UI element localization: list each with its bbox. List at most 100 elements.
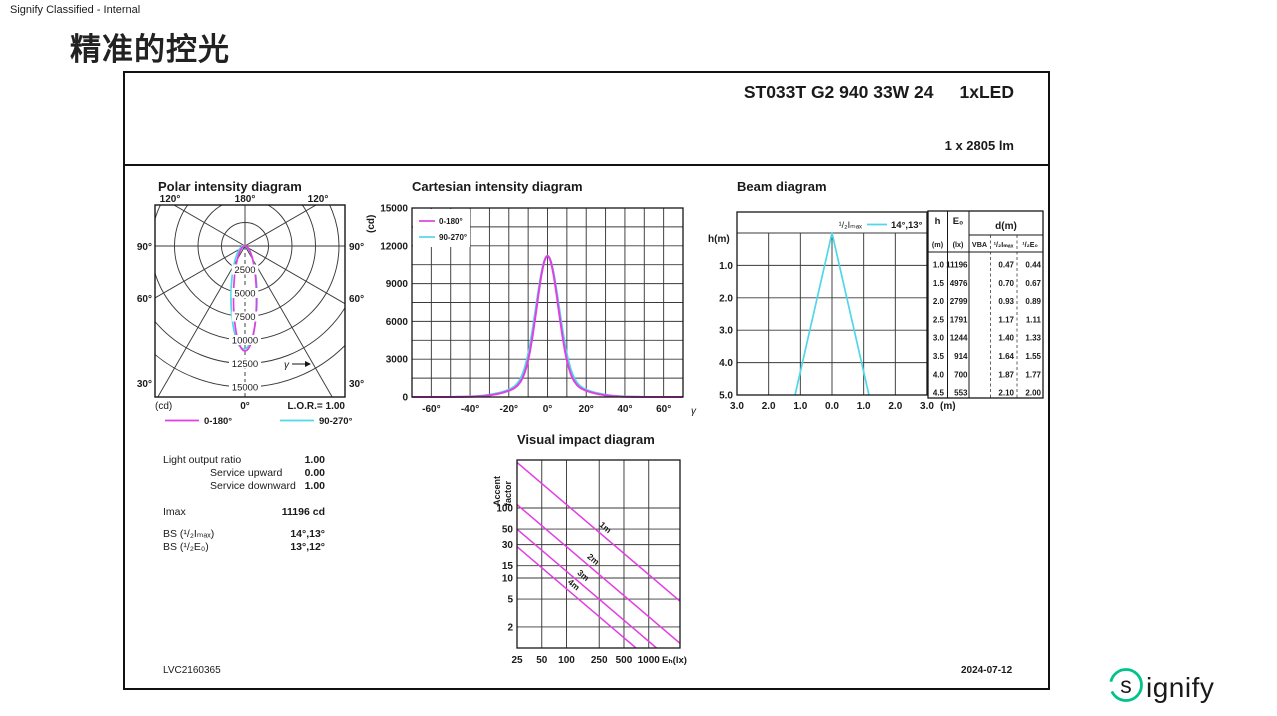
svg-text:5000: 5000 [234, 289, 255, 300]
svg-text:100: 100 [496, 504, 513, 515]
svg-text:(cd): (cd) [155, 401, 172, 412]
svg-text:50: 50 [536, 655, 548, 666]
svg-text:(lx): (lx) [953, 240, 964, 249]
light-output-ratio-value: 1.00 [304, 454, 325, 466]
beam-table: h E₀ d(m) (m) (lx) VBA ¹/₂Iₘₐₓ ¹/₂E₀ 1.0 11196 0.4… [927, 210, 1044, 399]
bs-imax-value: 14°,13° [290, 528, 325, 540]
svg-text:¹/₂Iₘₐₓ: ¹/₂Iₘₐₓ [994, 240, 1014, 249]
page-title: 精准的控光 [70, 32, 230, 67]
svg-text:(m): (m) [932, 240, 944, 249]
accent-line-3m [516, 528, 658, 649]
svg-text:30°: 30° [137, 379, 152, 390]
svg-text:0.47: 0.47 [998, 261, 1014, 270]
service-upward-label: Service upward [210, 467, 283, 479]
light-output-ratio-row: Light output ratio 1.00 [163, 454, 325, 466]
svg-text:1.0: 1.0 [719, 261, 733, 272]
bs-e0-value: 13°,12° [290, 541, 325, 553]
service-upward-value: 0.00 [304, 467, 325, 479]
header-separator [125, 164, 1048, 166]
svg-text:Accent: Accent [492, 476, 502, 506]
svg-text:2.00: 2.00 [1025, 389, 1041, 398]
beam-grid [737, 232, 927, 395]
svg-text:500: 500 [616, 655, 633, 666]
svg-text:100: 100 [558, 655, 575, 666]
bs-imax-row: BS (¹/₂Iₘₐₓ) 14°,13° [163, 528, 325, 540]
service-downward-row: Service downward 1.00 [163, 480, 325, 492]
svg-text:90°: 90° [137, 242, 152, 253]
visual-impact-chart: Visual impact diagram 1m 2m 3m 4m 100 50 30 15 1… [440, 432, 740, 677]
product-title: ST033T G2 940 33W 24 1xLED [744, 82, 1014, 103]
svg-text:factor: factor [503, 480, 513, 506]
polar-chart-title: Polar intensity diagram [158, 179, 302, 194]
photometric-summary: Light output ratio 1.00 Service upward 0… [163, 450, 325, 560]
svg-text:90°: 90° [349, 242, 364, 253]
svg-text:30: 30 [502, 540, 514, 551]
svg-text:0°: 0° [240, 401, 250, 412]
photometric-sheet: ST033T G2 940 33W 24 1xLED 1 x 2805 lm Po… [123, 71, 1050, 690]
polar-intensity-chart: Polar intensity diagram 2500 5000 7500 1000… [128, 175, 373, 433]
svg-text:3.0: 3.0 [933, 334, 945, 343]
svg-text:2.0: 2.0 [762, 401, 776, 412]
svg-text:3.0: 3.0 [719, 326, 733, 337]
polar-grid [155, 205, 345, 397]
svg-text:1791: 1791 [950, 315, 968, 324]
bs-e0-row: BS (¹/₂E₀) 13°,12° [163, 541, 325, 553]
svg-text:3.5: 3.5 [933, 352, 945, 361]
svg-text:1.55: 1.55 [1025, 352, 1041, 361]
svg-text:4.5: 4.5 [933, 389, 945, 398]
cartesian-border [411, 207, 684, 398]
svg-text:120°: 120° [160, 194, 181, 205]
svg-text:1.11: 1.11 [1026, 315, 1042, 324]
cartesian-chart-title: Cartesian intensity diagram [412, 179, 583, 194]
svg-text:50: 50 [502, 525, 514, 536]
svg-text:30°: 30° [349, 379, 364, 390]
light-output-ratio-label: Light output ratio [163, 454, 242, 466]
svg-text:1.0: 1.0 [793, 401, 807, 412]
svg-text:0°: 0° [543, 404, 553, 415]
imax-row: Imax 11196 cd [163, 506, 325, 518]
svg-text:1.40: 1.40 [998, 334, 1014, 343]
svg-text:4.0: 4.0 [933, 370, 945, 379]
svg-text:d(m): d(m) [995, 221, 1017, 232]
visual-chart-title: Visual impact diagram [517, 432, 655, 447]
polar-diagram-svg: 2500 5000 7500 10000 12500 15000 120° 180° 120° 9… [137, 194, 364, 427]
svg-text:60°: 60° [137, 294, 152, 305]
svg-text:2500: 2500 [234, 265, 255, 276]
cartesian-legend-bg [413, 209, 470, 247]
svg-text:2.0: 2.0 [888, 401, 902, 412]
svg-text:553: 553 [954, 389, 968, 398]
svg-text:1000: 1000 [638, 655, 661, 666]
svg-text:0-180°: 0-180° [204, 416, 232, 427]
svg-text:250: 250 [591, 655, 608, 666]
svg-text:0.44: 0.44 [1025, 261, 1041, 270]
svg-text:0.89: 0.89 [1025, 297, 1041, 306]
svg-text:10: 10 [502, 574, 514, 585]
cartesian-diagram-svg: 0-180° 90-270° -60° -40° -20° 0° 20° 40° 60° γ 0 30… [366, 204, 697, 418]
svg-text:1.0: 1.0 [857, 401, 871, 412]
svg-text:1244: 1244 [950, 334, 968, 343]
svg-text:7500: 7500 [234, 312, 255, 323]
svg-text:15: 15 [502, 561, 514, 572]
svg-text:2.0: 2.0 [719, 293, 733, 304]
svg-text:5: 5 [507, 595, 513, 606]
svg-text:(m): (m) [940, 401, 956, 412]
service-upward-row: Service upward 0.00 [163, 467, 325, 479]
svg-text:s: s [1120, 672, 1132, 698]
svg-text:12500: 12500 [232, 359, 258, 370]
lamp-type: 1xLED [959, 82, 1014, 102]
beam-diagram-svg: ¹/₂Iₘₐₓ 14°,13°h(m)1.02.03.04.05.03.0 2.0 1… [708, 210, 1044, 412]
svg-text:1.64: 1.64 [998, 352, 1014, 361]
svg-text:40°: 40° [617, 404, 632, 415]
svg-text:90-270°: 90-270° [439, 233, 467, 242]
svg-text:25: 25 [511, 655, 523, 666]
imax-value: 11196 cd [281, 506, 325, 518]
svg-text:5.0: 5.0 [719, 391, 733, 402]
svg-text:1.33: 1.33 [1025, 334, 1041, 343]
beam-cone [794, 232, 870, 396]
svg-text:γ: γ [691, 406, 697, 417]
svg-text:20°: 20° [579, 404, 594, 415]
imax-label: Imax [163, 506, 186, 518]
svg-text:ignify: ignify [1146, 672, 1214, 703]
svg-text:1.0: 1.0 [933, 261, 945, 270]
